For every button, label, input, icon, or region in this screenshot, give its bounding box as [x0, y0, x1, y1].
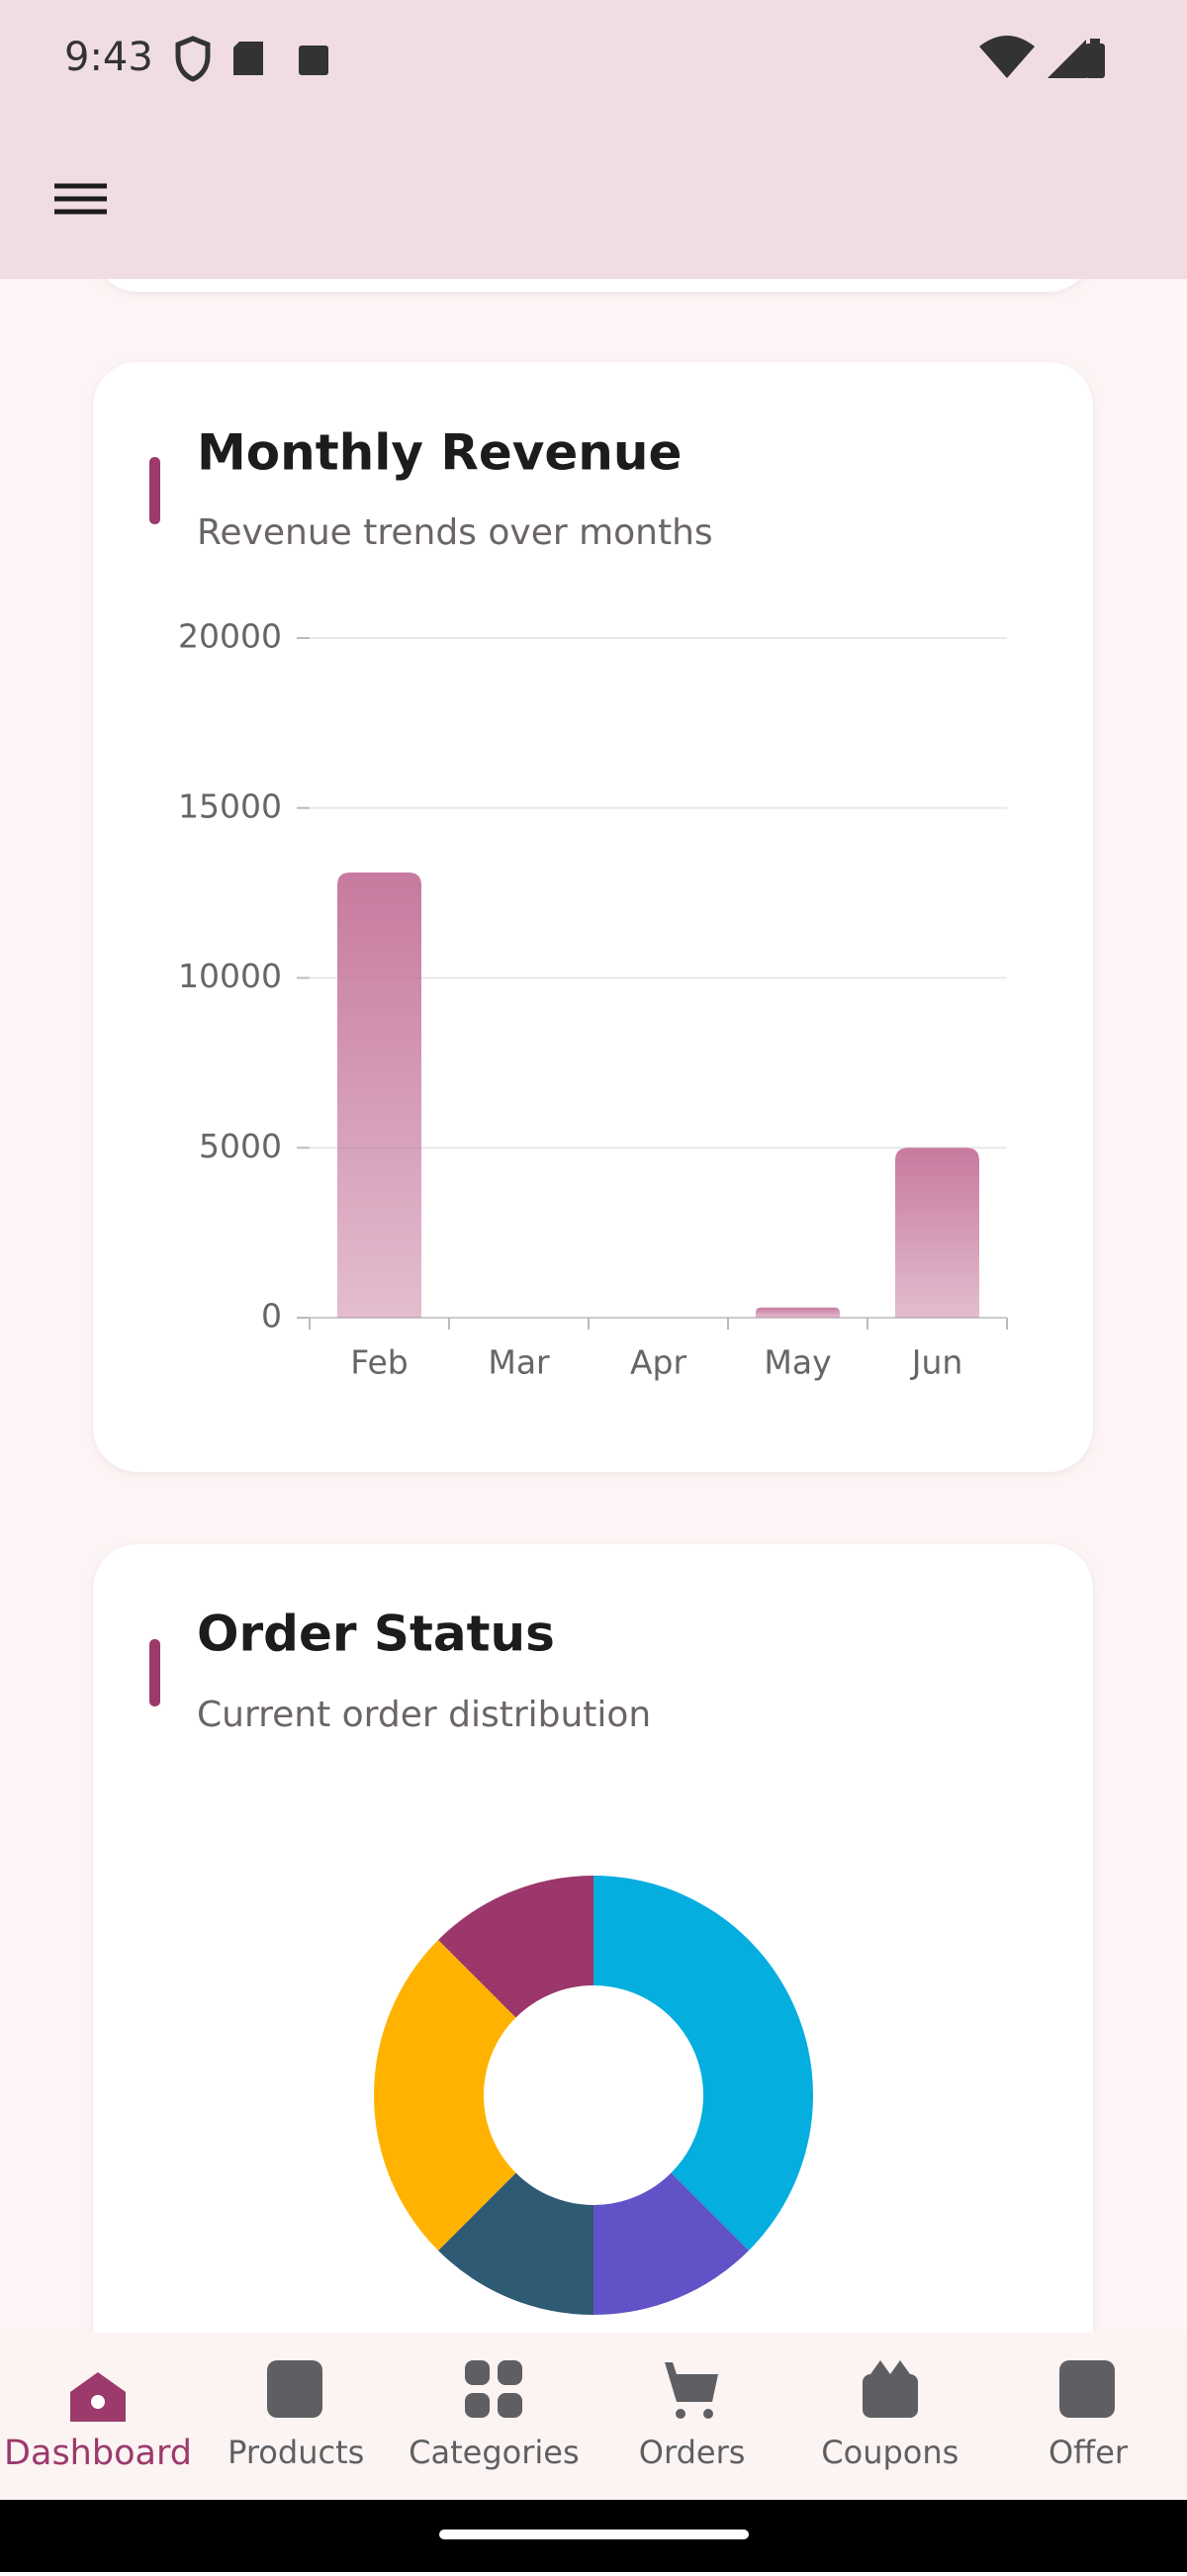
card-subtitle: Current order distribution: [197, 1695, 651, 1735]
pie-slice: [594, 1876, 814, 2251]
pie-slice: [438, 2172, 594, 2315]
bar: [756, 1307, 840, 1318]
y-tick-label: 0: [261, 1297, 282, 1335]
x-tick-label: Feb: [350, 1343, 408, 1382]
x-tick-label: May: [764, 1343, 831, 1382]
bottom-nav: Dashboard Products Categories Orders Coupons…: [0, 2333, 1187, 2501]
accent: [149, 1639, 160, 1706]
bar: [895, 1148, 979, 1318]
y-tick-label: 10000: [178, 957, 282, 995]
nav-label[interactable]: Categories: [409, 2434, 579, 2471]
pie-slice: [438, 1876, 594, 2018]
menu-button[interactable]: [54, 183, 107, 215]
card-subtitle: Revenue trends over months: [197, 512, 713, 553]
card-title: Monthly Revenue: [197, 424, 682, 482]
pie-slice: [373, 1940, 516, 2251]
nav-label[interactable]: Products: [228, 2434, 364, 2471]
y-tick-label: 15000: [178, 786, 282, 825]
nav-background: [0, 2333, 1187, 2501]
pie-slice: [594, 2172, 749, 2315]
nav-icon: [91, 2395, 105, 2409]
donut-chart: [373, 1876, 814, 2315]
nav-label[interactable]: Dashboard: [4, 2434, 192, 2473]
status-icons: [175, 36, 1105, 82]
bar-chart: 0 5000 10000 15000 20000 Feb Mar Apr May Jun: [178, 617, 1008, 1382]
card: [93, 1544, 1093, 2435]
x-tick-label: Mar: [488, 1343, 550, 1382]
status-time: 9:43: [64, 35, 153, 80]
accent: [149, 457, 160, 524]
y-tick-label: 5000: [199, 1127, 282, 1165]
home-indicator: [439, 2530, 749, 2539]
x-tick-label: Apr: [630, 1343, 687, 1382]
nav-label[interactable]: Orders: [639, 2434, 746, 2471]
bar: [337, 873, 421, 1318]
nav-label[interactable]: Offer: [1049, 2434, 1129, 2471]
nav-label[interactable]: Coupons: [821, 2434, 959, 2471]
x-tick-label: Jun: [910, 1343, 963, 1382]
y-tick-label: 20000: [178, 617, 282, 656]
nav-icons: [267, 2360, 1115, 2419]
card-title: Order Status: [197, 1606, 555, 1663]
